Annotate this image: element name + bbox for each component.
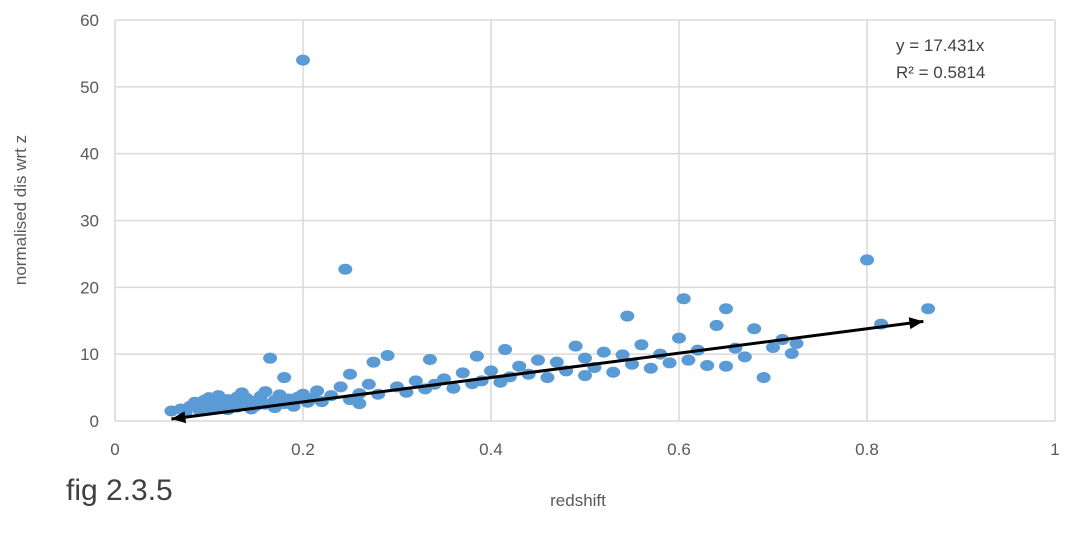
x-tick-label: 0 [110,440,119,459]
data-point [756,372,771,384]
x-tick-label: 0.4 [479,440,503,459]
data-point [643,362,658,374]
data-point [625,358,639,370]
data-point [578,370,592,382]
data-point [672,332,686,344]
data-point [860,254,874,266]
data-point [747,323,762,335]
data-point [606,366,621,378]
data-point [681,354,696,366]
data-point [784,347,799,359]
x-tick-label: 0.2 [291,440,315,459]
data-point [277,372,292,384]
trendline-equation: y = 17.431x [896,36,985,55]
data-point [700,360,715,372]
data-point [437,373,451,385]
data-point [258,386,273,398]
x-tick-label: 1 [1050,440,1059,459]
data-point [634,339,649,351]
data-point [446,382,461,394]
trendline-r-squared: R² = 0.5814 [896,63,985,82]
data-point [338,263,353,275]
data-point [676,293,691,305]
data-point [498,343,513,355]
trendline-arrowhead-end [908,317,924,330]
y-tick-label: 0 [90,412,99,431]
data-point [719,360,733,372]
data-point [531,354,545,366]
trendline-line [171,319,924,421]
data-point [361,378,376,390]
trendline [171,317,924,424]
data-point [921,303,936,315]
data-points [164,54,936,419]
data-point [310,385,325,397]
data-point [766,341,780,353]
data-point [484,365,498,377]
data-point [343,368,357,380]
data-point [296,54,310,66]
data-point [469,350,484,362]
y-tick-label: 60 [80,11,99,30]
x-axis-title: redshift [550,491,606,510]
data-point [568,340,583,352]
data-point [620,310,635,322]
figure-caption: fig 2.3.5 [66,474,173,507]
data-point [422,354,437,366]
data-point [352,398,367,410]
y-tick-label: 50 [80,78,99,97]
data-point [333,381,348,393]
data-point [662,357,677,369]
x-tick-label: 0.8 [855,440,879,459]
data-point [380,350,395,362]
data-point [512,360,527,372]
data-point [719,303,733,315]
tick-labels: 0 10 20 30 40 50 60 0 0.2 0.4 0.6 0.8 1 [80,11,1060,459]
data-point [540,372,555,384]
data-point [455,367,470,379]
data-point [615,349,630,361]
data-point [549,356,564,368]
x-tick-label: 0.6 [667,440,691,459]
y-tick-label: 40 [80,145,99,164]
data-point [263,352,278,364]
y-tick-label: 30 [80,212,99,231]
data-point [596,346,611,358]
data-point [366,356,381,368]
data-point [408,375,423,387]
y-tick-label: 10 [80,345,99,364]
data-point [578,352,592,364]
data-point [789,337,804,349]
trendline-arrowhead-start [171,411,187,424]
y-tick-label: 20 [80,278,99,297]
y-axis-title: normalised dis wrt z [11,135,30,285]
data-point [709,319,724,331]
data-point [737,351,752,363]
